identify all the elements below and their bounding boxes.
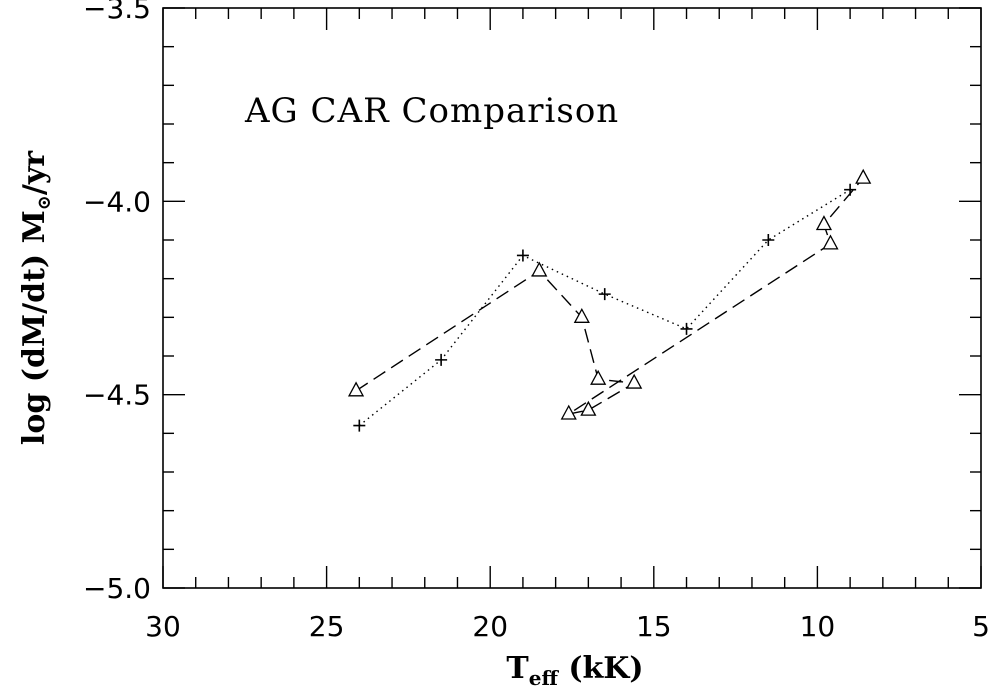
triangle-marker [815, 215, 833, 231]
x-axis-label: Teff (kK) [506, 651, 643, 690]
triangle-marker [855, 168, 872, 184]
triangle-marker [580, 400, 597, 416]
plus-marker [353, 419, 366, 432]
series-1-line [358, 189, 851, 427]
x-tick-label: 30 [145, 610, 181, 643]
y-tick-label: −4.0 [83, 185, 151, 218]
x-tick-label: 10 [800, 610, 836, 643]
triangle-marker [531, 261, 548, 277]
y-axis-label-unit: /yr [17, 150, 52, 195]
triangle-marker [560, 404, 577, 420]
series-2-line [355, 177, 864, 415]
x-tick-label: 25 [309, 610, 345, 643]
triangle-marker [347, 381, 365, 397]
y-tick-label: −3.5 [83, 0, 151, 25]
plus-marker [680, 322, 693, 335]
chart-title: AG CAR Comparison [244, 91, 619, 131]
triangle-marker [590, 369, 607, 385]
x-axis-label-main: T [506, 651, 529, 686]
x-tick-label: 20 [472, 610, 508, 643]
triangle-marker [626, 373, 643, 389]
y-tick-label: −4.5 [83, 379, 151, 412]
plot-frame [162, 7, 982, 589]
x-axis-label-rest: (kK) [558, 651, 644, 686]
x-tick-label: 5 [972, 610, 990, 643]
tick-labels: 30 25 20 15 10 5 −5.0 −4.5 −4.0 −3.5 [83, 0, 990, 643]
y-tick-label: −5.0 [83, 572, 151, 605]
y-axis-label-subscript: ⊙ [34, 195, 55, 210]
triangle-marker [822, 234, 839, 250]
plus-marker [598, 288, 611, 301]
y-axis-label: log (dM/dt) M⊙/yr [17, 150, 55, 445]
y-axis-label-main: log (dM/dt) M [17, 210, 52, 445]
series-group [347, 168, 872, 432]
x-axis-label-subscript: eff [529, 666, 560, 690]
plus-marker [516, 249, 529, 262]
plus-marker [435, 353, 448, 366]
plus-marker [762, 234, 775, 246]
axis-ticks [162, 7, 982, 589]
x-tick-label: 15 [636, 610, 672, 643]
triangle-marker [573, 307, 590, 323]
